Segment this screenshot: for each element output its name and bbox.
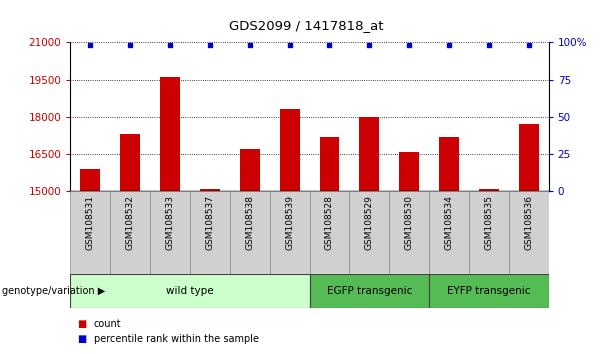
Bar bbox=[230, 191, 270, 274]
Bar bbox=[359, 117, 379, 191]
Text: GSM108538: GSM108538 bbox=[245, 195, 254, 250]
Text: GSM108533: GSM108533 bbox=[166, 195, 175, 250]
Text: GSM108535: GSM108535 bbox=[484, 195, 493, 250]
Text: GSM108530: GSM108530 bbox=[405, 195, 414, 250]
Bar bbox=[190, 191, 230, 274]
Bar bbox=[349, 191, 389, 274]
Text: percentile rank within the sample: percentile rank within the sample bbox=[94, 334, 259, 344]
Bar bbox=[70, 191, 110, 274]
Text: GSM108534: GSM108534 bbox=[444, 195, 454, 250]
Text: GSM108539: GSM108539 bbox=[285, 195, 294, 250]
Bar bbox=[160, 77, 180, 191]
Text: count: count bbox=[94, 319, 121, 329]
Bar bbox=[240, 149, 260, 191]
Bar bbox=[319, 137, 340, 191]
Bar bbox=[80, 169, 101, 191]
Bar bbox=[70, 274, 310, 308]
Bar bbox=[429, 191, 469, 274]
Bar bbox=[310, 274, 429, 308]
Text: GSM108531: GSM108531 bbox=[86, 195, 95, 250]
Bar bbox=[270, 191, 310, 274]
Text: genotype/variation ▶: genotype/variation ▶ bbox=[2, 286, 105, 296]
Bar bbox=[280, 109, 300, 191]
Bar bbox=[439, 137, 459, 191]
Bar bbox=[479, 189, 499, 191]
Bar bbox=[519, 124, 539, 191]
Bar bbox=[310, 191, 349, 274]
Bar bbox=[399, 152, 419, 191]
Text: GSM108536: GSM108536 bbox=[524, 195, 533, 250]
Bar bbox=[469, 191, 509, 274]
Text: GDS2099 / 1417818_at: GDS2099 / 1417818_at bbox=[229, 19, 384, 33]
Bar bbox=[200, 189, 220, 191]
Text: EYFP transgenic: EYFP transgenic bbox=[447, 286, 531, 296]
Text: ■: ■ bbox=[77, 319, 86, 329]
Text: wild type: wild type bbox=[166, 286, 214, 296]
Text: GSM108528: GSM108528 bbox=[325, 195, 334, 250]
Text: GSM108532: GSM108532 bbox=[126, 195, 135, 250]
Text: GSM108537: GSM108537 bbox=[205, 195, 215, 250]
Bar bbox=[509, 191, 549, 274]
Text: GSM108529: GSM108529 bbox=[365, 195, 374, 250]
Bar bbox=[150, 191, 190, 274]
Bar bbox=[110, 191, 150, 274]
Bar bbox=[429, 274, 549, 308]
Text: ■: ■ bbox=[77, 334, 86, 344]
Text: EGFP transgenic: EGFP transgenic bbox=[327, 286, 412, 296]
Bar bbox=[389, 191, 429, 274]
Bar bbox=[120, 134, 140, 191]
